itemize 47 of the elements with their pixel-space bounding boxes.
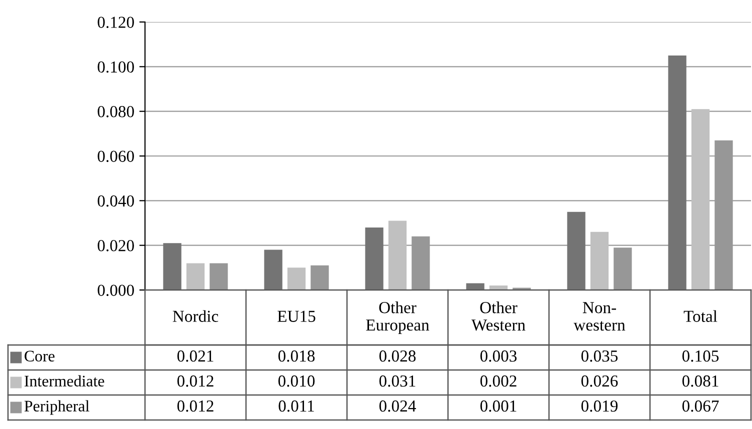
data-label: 0.001 <box>480 400 516 412</box>
data-label: 0.012 <box>177 400 214 412</box>
x-tick-label: Nordic <box>172 310 218 322</box>
data-label: 0.031 <box>379 375 416 387</box>
bar <box>210 263 228 290</box>
data-label: 0.105 <box>682 350 719 362</box>
legend-label: Intermediate <box>24 375 104 386</box>
bar <box>466 283 484 290</box>
y-tick-label: 0.040 <box>98 195 134 207</box>
bar <box>388 220 407 290</box>
data-label: 0.002 <box>480 375 516 387</box>
x-tick-label: Other Western <box>471 302 526 331</box>
x-tick-label: Other European <box>366 302 430 334</box>
data-label: 0.019 <box>581 400 618 412</box>
bar <box>668 56 686 290</box>
bar <box>691 109 710 290</box>
data-label: 0.011 <box>278 400 314 412</box>
x-tick-label: Non- western <box>574 302 626 331</box>
y-tick-label: 0.060 <box>98 150 134 162</box>
bar <box>186 263 205 290</box>
bar <box>264 250 282 290</box>
bar <box>567 212 586 290</box>
bar <box>365 227 384 290</box>
data-label: 0.010 <box>278 375 315 387</box>
bar <box>163 243 182 290</box>
y-tick-label: 0.000 <box>98 284 134 296</box>
legend-label: Peripheral <box>24 400 90 415</box>
bar <box>287 268 306 290</box>
data-label: 0.035 <box>581 350 618 362</box>
legend-label: Core <box>24 350 54 362</box>
y-tick-label: 0.080 <box>98 106 134 118</box>
y-tick-label: 0.100 <box>98 61 134 73</box>
data-label: 0.081 <box>682 375 718 387</box>
data-label: 0.018 <box>278 350 315 362</box>
x-tick-label: Total <box>684 310 718 322</box>
data-label: 0.021 <box>177 350 214 362</box>
bar <box>590 232 609 290</box>
bar <box>310 265 329 290</box>
y-tick-label: 0.120 <box>98 16 134 28</box>
data-label: 0.067 <box>682 400 719 412</box>
y-tick-label: 0.020 <box>98 240 134 252</box>
data-label: 0.028 <box>379 350 416 362</box>
data-label: 0.024 <box>379 400 416 412</box>
data-label: 0.026 <box>581 375 618 387</box>
x-tick-label: EU15 <box>278 310 316 322</box>
data-label: 0.003 <box>480 350 517 362</box>
data-label: 0.012 <box>177 375 214 387</box>
